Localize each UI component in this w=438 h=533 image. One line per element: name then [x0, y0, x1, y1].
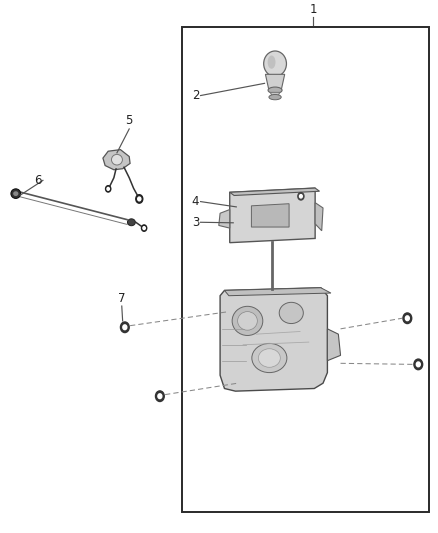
Text: 5: 5: [126, 115, 133, 127]
Text: 3: 3: [192, 216, 199, 229]
Ellipse shape: [268, 87, 282, 93]
Ellipse shape: [11, 189, 21, 198]
Text: 6: 6: [34, 174, 42, 187]
Circle shape: [406, 316, 409, 321]
Text: 1: 1: [309, 3, 317, 16]
Ellipse shape: [127, 219, 135, 225]
Polygon shape: [230, 188, 320, 196]
Circle shape: [106, 185, 111, 192]
Polygon shape: [224, 288, 331, 296]
Circle shape: [158, 394, 162, 399]
Ellipse shape: [279, 302, 304, 324]
Circle shape: [136, 195, 143, 203]
Circle shape: [416, 362, 420, 367]
Circle shape: [414, 359, 423, 370]
Circle shape: [138, 197, 141, 201]
Ellipse shape: [111, 155, 123, 165]
Circle shape: [155, 391, 164, 401]
Circle shape: [403, 313, 412, 324]
Circle shape: [143, 227, 145, 230]
Circle shape: [141, 225, 147, 231]
Polygon shape: [270, 92, 280, 95]
Polygon shape: [220, 288, 328, 391]
Polygon shape: [315, 203, 323, 231]
Ellipse shape: [252, 343, 287, 373]
Polygon shape: [265, 74, 285, 90]
Circle shape: [123, 325, 127, 329]
Bar: [182, 27, 429, 512]
Circle shape: [107, 188, 110, 190]
Polygon shape: [230, 188, 315, 243]
Ellipse shape: [13, 191, 18, 196]
Polygon shape: [328, 329, 341, 361]
Polygon shape: [251, 204, 289, 227]
Polygon shape: [219, 209, 230, 228]
Text: 2: 2: [192, 89, 199, 102]
Circle shape: [300, 195, 302, 198]
Text: 7: 7: [118, 292, 126, 305]
Circle shape: [298, 192, 304, 200]
Ellipse shape: [232, 306, 263, 335]
Text: 4: 4: [192, 195, 199, 208]
Ellipse shape: [268, 55, 276, 69]
Ellipse shape: [237, 312, 257, 330]
Polygon shape: [103, 150, 130, 170]
Circle shape: [120, 322, 129, 333]
Ellipse shape: [258, 349, 280, 367]
Ellipse shape: [269, 94, 281, 100]
Ellipse shape: [264, 51, 286, 76]
